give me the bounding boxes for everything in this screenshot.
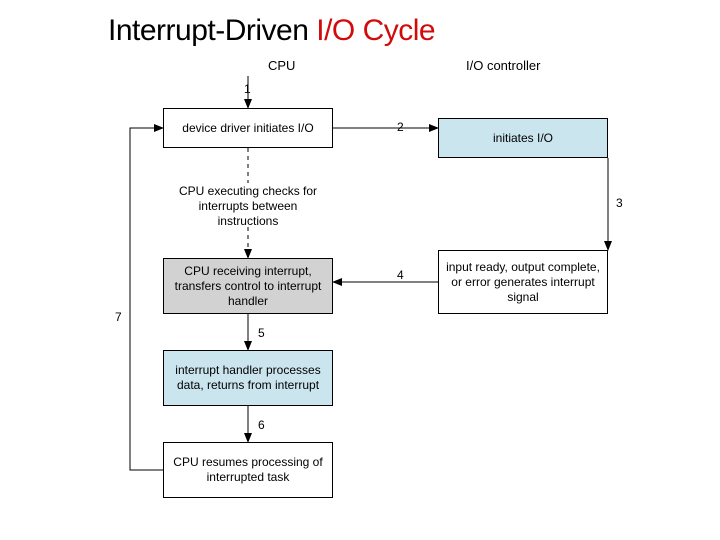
edge-label-2: 2 [397,120,404,134]
box-cpu-checks: CPU executing checks for interrupts betw… [163,185,333,227]
edge-label-7: 7 [115,310,122,324]
edge-label-4: 4 [397,268,404,282]
header-controller: I/O controller [466,58,540,73]
box-cpu-receiving: CPU receiving interrupt, transfers contr… [163,258,333,314]
box-initiates-io: initiates I/O [438,118,608,158]
box-cpu-resumes: CPU resumes processing of interrupted ta… [163,442,333,498]
box-handler: interrupt handler processes data, return… [163,350,333,406]
box-device-driver: device driver initiates I/O [163,108,333,148]
page-title: Interrupt-Driven I/O Cycle [108,14,435,48]
edge-label-6: 6 [258,418,265,432]
edge-label-3: 3 [616,196,623,210]
edge-label-5: 5 [258,326,265,340]
box-input-ready: input ready, output complete, or error g… [438,250,608,314]
header-cpu: CPU [268,58,295,73]
edge-label-1: 1 [244,82,251,96]
flow-arrows [0,0,720,540]
